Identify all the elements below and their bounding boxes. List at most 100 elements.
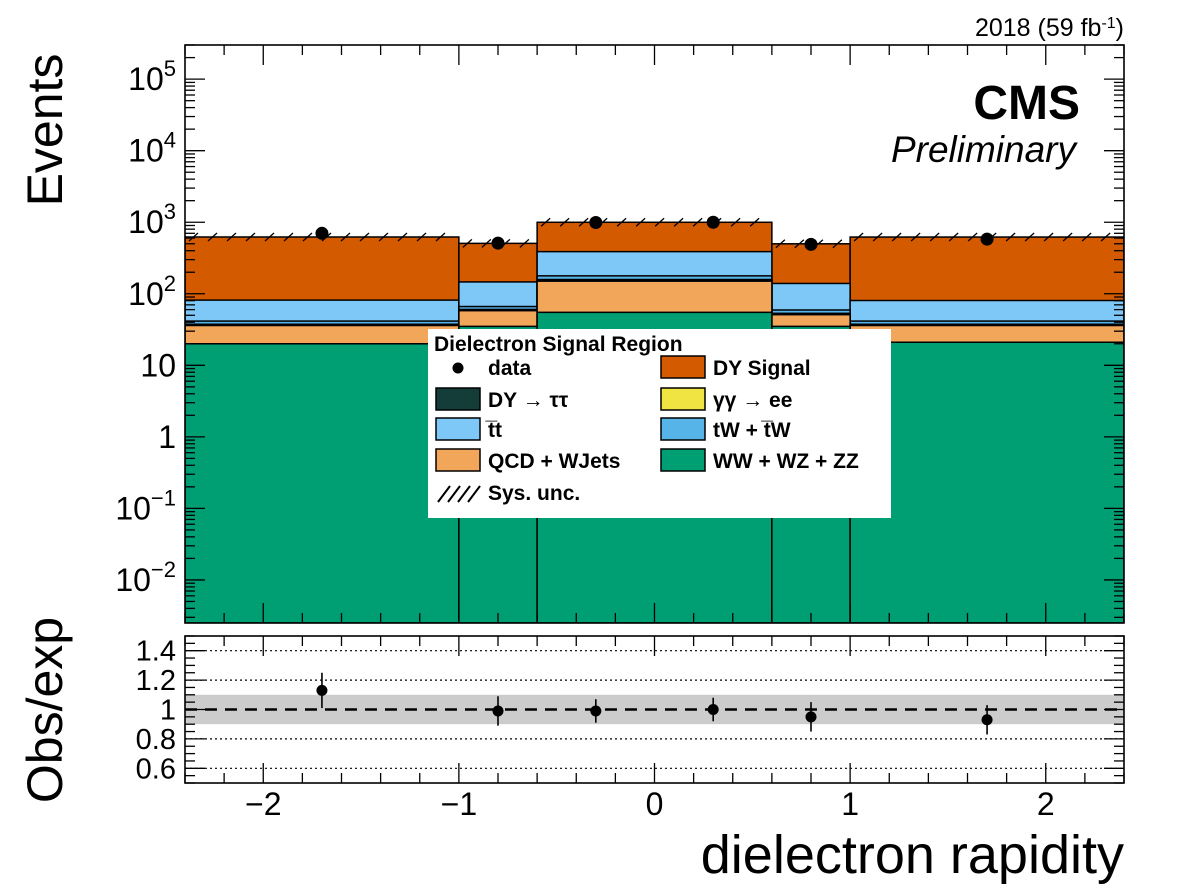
hatch-stroke: [654, 217, 665, 227]
hatch-stroke: [207, 232, 218, 242]
hatch-stroke: [519, 238, 530, 248]
hatch-stroke: [578, 217, 589, 227]
hatch-stroke: [302, 232, 313, 242]
hatch-stroke: [1024, 232, 1035, 242]
hatch-stroke: [283, 232, 294, 242]
legend-label: data: [488, 357, 532, 380]
hatch-stroke: [967, 232, 978, 242]
ratio-point-4: [805, 702, 817, 732]
legend-label: DY Signal: [713, 357, 811, 380]
ratio-panel: 0.60.811.21.4 −2 −1 0 1 2 Obs/exp dielectron…: [17, 617, 1125, 885]
main-frame: [184, 44, 1125, 624]
y-tick-label: 103: [128, 199, 176, 240]
legend-entry-3: γγ → ee: [660, 387, 792, 412]
legend-entry-1: DY Signal: [660, 355, 811, 380]
hatch-stroke: [378, 232, 389, 242]
legend: Dielectron Signal Region data DY Signal DY…: [428, 329, 891, 518]
ratio-marker: [981, 714, 993, 726]
ratio-y-tick-label: 0.6: [136, 753, 176, 785]
data-point-1: [491, 236, 505, 250]
y-tick-label: 10−2: [115, 557, 176, 598]
x-tick-label: 0: [646, 786, 664, 822]
data-point-3: [706, 215, 720, 229]
x-tick-label: −1: [441, 786, 477, 822]
bar-ww-wz-zz-bin-4: [849, 341, 1124, 623]
main-y-tick-labels: 10−2 10−1 1 10 102 103 104 105: [115, 56, 176, 598]
hatch-stroke: [616, 217, 627, 227]
hatch-stroke: [891, 232, 902, 242]
hatch-stroke: [188, 232, 199, 242]
y-axis-label: Events: [17, 54, 73, 207]
legend-entry-6: QCD + WJets: [435, 448, 620, 473]
ratio-point-2: [590, 699, 602, 723]
hatch-stroke: [929, 232, 940, 242]
legend-entry-0: data: [452, 357, 532, 380]
ratio-y-axis-label: Obs/exp: [17, 617, 73, 803]
ratio-frame: [184, 635, 1125, 784]
legend-entry-7: WW + WZ + ZZ: [660, 448, 859, 473]
hatch-stroke: [872, 232, 883, 242]
ratio-point-3: [707, 697, 719, 722]
legend-label: WW + WZ + ZZ: [713, 450, 859, 473]
experiment-label: CMS: [973, 77, 1080, 130]
hatch-stroke: [775, 239, 786, 249]
hatch-stroke: [435, 232, 446, 242]
main-axis-ticks: [184, 44, 1125, 623]
hatch-stroke: [416, 232, 427, 242]
legend-label: QCD + WJets: [488, 450, 620, 473]
legend-label: Sys. unc.: [488, 482, 580, 505]
x-tick-label: −2: [245, 786, 281, 822]
legend-entry-8: Sys. unc.: [437, 482, 580, 505]
ratio-y-tick-label: 1.4: [136, 636, 176, 668]
ratio-point-1: [492, 696, 504, 726]
hatch-stroke: [749, 217, 760, 227]
header: 2018 (59 fb-1) CMS Preliminary: [891, 14, 1124, 170]
ratio-y-tick-labels: 0.60.811.21.4: [136, 636, 176, 786]
hatch-stroke: [1043, 232, 1054, 242]
legend-title: Dielectron Signal Region: [434, 333, 683, 356]
legend-entry-5: tW + t̅W: [660, 417, 791, 442]
hatch-stroke: [1100, 232, 1111, 242]
ratio-marker: [590, 705, 602, 717]
x-tick-label: 1: [841, 786, 859, 822]
hatch-stroke: [1005, 232, 1016, 242]
ratio-marker: [492, 705, 504, 717]
hatch-stroke: [910, 232, 921, 242]
legend-swatch: [660, 355, 706, 379]
ratio-y-tick-label: 1.2: [136, 665, 176, 697]
legend-box: [428, 329, 891, 518]
legend-swatch: [435, 448, 481, 472]
hatch-stroke: [1081, 232, 1092, 242]
hatch-stroke: [340, 232, 351, 242]
hatch-stroke: [673, 217, 684, 227]
hatch-stroke: [264, 232, 275, 242]
ratio-points: [316, 672, 993, 735]
status-label: Preliminary: [891, 129, 1079, 170]
x-tick-labels: −2 −1 0 1 2: [245, 786, 1055, 822]
legend-entry-2: DY → ττ: [435, 387, 569, 412]
hatch-stroke: [462, 238, 473, 248]
legend-label: tW + t̅W: [713, 419, 791, 442]
y-tick-label: 10: [140, 347, 176, 383]
hatch-stroke: [853, 232, 864, 242]
data-point-4: [804, 237, 818, 251]
data-point-0: [315, 226, 329, 240]
legend-swatch: [660, 448, 706, 472]
y-tick-label: 102: [128, 271, 176, 312]
data-point-2: [589, 216, 603, 230]
legend-swatch: [660, 417, 706, 441]
ratio-marker: [805, 711, 817, 723]
data-points: [315, 215, 994, 251]
hatch-stroke: [397, 232, 408, 242]
hatch-stroke: [832, 239, 843, 249]
hatch-stroke: [1062, 232, 1073, 242]
ratio-point-5: [981, 705, 993, 735]
hatch-stroke: [635, 217, 646, 227]
bar-ww-wz-zz-bin-0: [185, 343, 460, 623]
data-point-5: [980, 232, 994, 246]
hatch-stroke: [730, 217, 741, 227]
y-tick-label: 104: [128, 128, 176, 169]
legend-label: t̅t: [484, 419, 502, 442]
legend-swatch: [435, 387, 481, 411]
